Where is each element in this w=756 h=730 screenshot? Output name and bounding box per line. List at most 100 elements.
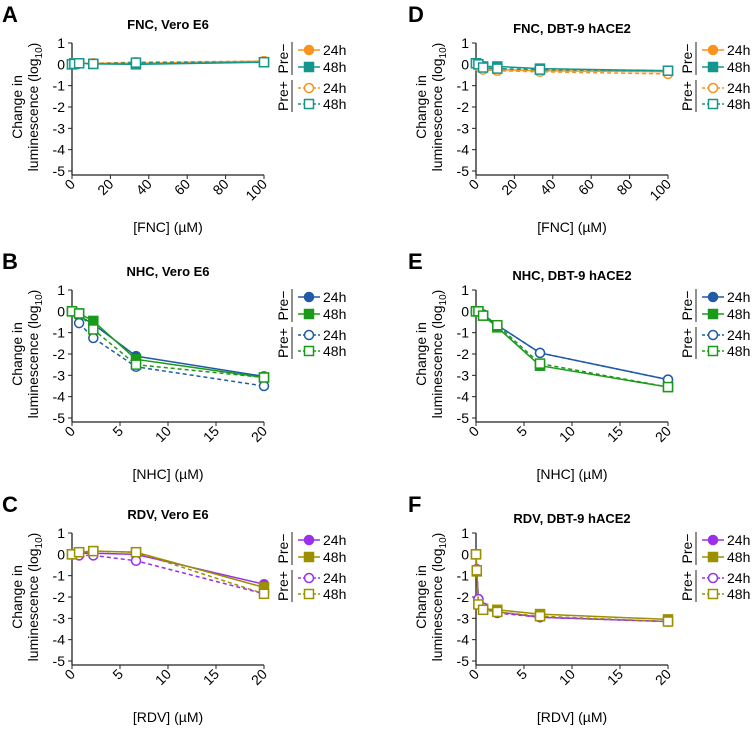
- y-tick-label: 1: [461, 282, 469, 298]
- legend-group-label: Pre+: [679, 81, 695, 111]
- legend-marker: [303, 291, 315, 303]
- y-label-subscript: 10: [34, 294, 45, 306]
- data-point: [88, 315, 99, 327]
- legend-label: 48h: [323, 306, 346, 322]
- legend-group-label: Pre−: [679, 291, 695, 321]
- data-point: [88, 545, 99, 557]
- legend-marker: [303, 61, 315, 73]
- legend-label: 48h: [727, 306, 750, 322]
- y-label-text: luminescence (log: [429, 305, 445, 418]
- legend-group-label: Pre+: [275, 81, 291, 111]
- y-tick-label: -3: [53, 120, 66, 136]
- x-tick-label: 15: [200, 423, 222, 445]
- legend-label: 48h: [323, 59, 346, 75]
- x-tick-label: 15: [604, 423, 626, 445]
- y-tick-label: 0: [461, 303, 469, 319]
- y-label-line2: luminescence (log10): [429, 43, 449, 172]
- x-tick-label: 20: [498, 176, 520, 198]
- y-label-paren: ): [429, 290, 445, 295]
- data-point: [477, 62, 489, 73]
- data-point: [534, 64, 546, 75]
- legend-marker: [303, 588, 315, 600]
- chart-title: FNC, Vero E6: [127, 17, 209, 32]
- y-tick-label: -1: [53, 78, 66, 94]
- chart-title: NHC, Vero E6: [126, 264, 209, 279]
- legend-label: 48h: [727, 96, 750, 112]
- x-tick-label: 0: [465, 423, 482, 440]
- y-tick-label: -4: [53, 389, 66, 405]
- x-tick-label: 100: [242, 176, 270, 204]
- data-point: [258, 380, 270, 392]
- chart-title: FNC, DBT-9 hACE2: [513, 21, 631, 36]
- x-tick-label: 0: [465, 176, 482, 193]
- data-point: [492, 319, 503, 331]
- x-tick-label: 0: [465, 666, 482, 683]
- y-tick-label: 0: [57, 303, 65, 319]
- legend-marker: [303, 308, 315, 320]
- legend-label: 24h: [727, 289, 750, 305]
- data-point: [258, 56, 270, 68]
- y-label-subscript: 10: [34, 47, 45, 59]
- panel-label: C: [2, 492, 18, 517]
- y-tick-label: -5: [53, 653, 66, 669]
- x-tick-label: 5: [109, 666, 126, 683]
- data-point: [130, 359, 142, 370]
- legend-label: 48h: [323, 343, 346, 359]
- x-tick-label: 100: [646, 176, 674, 204]
- y-label-line1: Change in: [413, 565, 429, 629]
- y-label-text: luminescence (log: [429, 58, 445, 171]
- legend-label: 24h: [727, 532, 750, 548]
- legend-marker: [707, 82, 719, 94]
- panel-label: A: [2, 2, 18, 27]
- legend-group-label: Pre+: [275, 328, 291, 358]
- legend-group-label: Pre−: [275, 534, 291, 564]
- y-tick-label: -1: [53, 325, 66, 341]
- series-line: [475, 554, 669, 621]
- data-point: [534, 610, 546, 622]
- y-tick-label: -3: [53, 610, 66, 626]
- y-tick-label: -4: [53, 142, 66, 158]
- x-axis-label: [NHC] (µM): [132, 466, 203, 482]
- y-axis-label: Change in luminescence (log10): [9, 290, 45, 419]
- y-tick-label: -2: [53, 99, 66, 115]
- series-line: [476, 310, 669, 388]
- y-tick-label: -4: [457, 632, 470, 648]
- y-tick-label: -5: [457, 410, 470, 426]
- y-axis-label: Change in luminescence (log10): [413, 43, 449, 172]
- x-tick-label: 20: [248, 423, 270, 445]
- panel-label: D: [408, 2, 424, 27]
- legend-marker: [707, 44, 719, 56]
- y-tick-label: 1: [461, 525, 469, 541]
- y-tick-label: 0: [461, 546, 469, 562]
- data-point: [662, 65, 674, 76]
- y-tick-label: -1: [457, 568, 470, 584]
- legend-marker: [707, 98, 719, 110]
- y-label-line2: luminescence (log10): [25, 533, 45, 662]
- data-point: [477, 310, 489, 321]
- y-label-line2: luminescence (log10): [429, 290, 449, 419]
- y-tick-label: -5: [53, 410, 66, 426]
- legend-marker: [303, 82, 315, 94]
- y-label-text: luminescence (log: [25, 305, 41, 418]
- legend-label: 24h: [727, 327, 750, 343]
- data-point: [258, 372, 270, 383]
- y-tick-label: -2: [457, 589, 470, 605]
- data-point: [477, 604, 489, 616]
- x-tick-label: 20: [652, 666, 674, 688]
- legend-group-label: Pre−: [275, 291, 291, 321]
- series-line: [71, 550, 265, 595]
- y-label-paren: ): [429, 533, 445, 538]
- y-label-line2: luminescence (log10): [429, 533, 449, 662]
- data-point: [471, 565, 483, 576]
- x-tick-label: 10: [556, 423, 578, 445]
- data-point: [130, 57, 142, 68]
